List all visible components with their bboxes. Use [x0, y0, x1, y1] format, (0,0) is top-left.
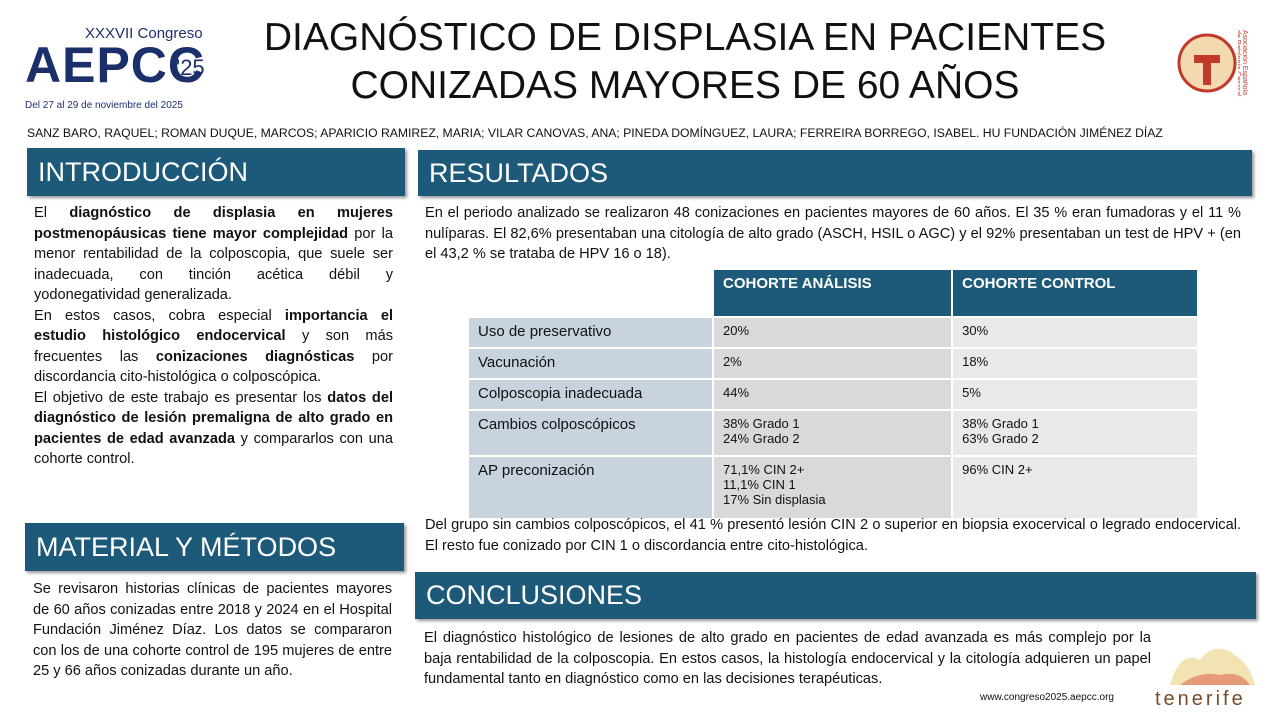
text-run: conizaciones diagnósticas	[155, 348, 355, 365]
authors: SANZ BARO, RAQUEL; ROMAN DUQUE, MARCOS; …	[27, 126, 1163, 140]
cell-line: 24% Grado 2	[723, 431, 800, 446]
row-label: Uso de preservativo	[469, 318, 712, 347]
table-cell: 20%	[714, 318, 952, 347]
cell-line: 30%	[962, 323, 989, 338]
cell-line: 38% Grado 1	[723, 416, 800, 431]
cell-line: 18%	[962, 354, 989, 369]
tenerife-art	[1170, 648, 1255, 685]
row-label: Colposcopia inadecuada	[469, 380, 712, 409]
row-label: Vacunación	[469, 349, 712, 378]
table-cell: 18%	[953, 349, 1197, 378]
row-label: Cambios colposcópicos	[469, 411, 712, 455]
footer-place: tenerife	[1155, 688, 1246, 710]
table-cell: 96% CIN 2+	[953, 457, 1197, 518]
section-heading: CONCLUSIONES	[415, 572, 1256, 619]
header-row: COHORTE ANÁLISIS COHORTE CONTROL	[469, 270, 1197, 316]
table-cell: 44%	[714, 380, 952, 409]
table-cell: 5%	[953, 380, 1197, 409]
logo-edition: XXXVII Congreso	[85, 25, 203, 42]
table-cell: 38% Grado 1 24% Grado 2	[714, 411, 952, 455]
title-line: DIAGNÓSTICO DE DISPLASIA EN PACIENTES	[263, 16, 1107, 59]
table-row: Uso de preservativo 20% 30%	[469, 318, 1197, 347]
cell-line: 96% CIN 2+	[962, 462, 1033, 477]
table-cell: 30%	[953, 318, 1197, 347]
table-row: Cambios colposcópicos 38% Grado 1 24% Grad…	[469, 411, 1197, 455]
cell-line: 44%	[723, 385, 750, 400]
corner	[469, 270, 712, 316]
results-table: COHORTE ANÁLISIS COHORTE CONTROL Uso de pr…	[467, 268, 1199, 520]
section-heading: RESULTADOS	[418, 150, 1252, 196]
table-row: Vacunación 2% 18%	[469, 349, 1197, 378]
section-heading: INTRODUCCIÓN	[27, 148, 405, 196]
results-text: En el periodo analizado se realizaron 48…	[425, 205, 1241, 262]
column-header: COHORTE CONTROL	[953, 270, 1197, 316]
column-header: COHORTE ANÁLISIS	[714, 270, 952, 316]
cell-line: 2%	[723, 354, 742, 369]
footer-url: www.congreso2025.aepcc.org	[980, 692, 1114, 703]
cell-line: 20%	[723, 323, 750, 338]
cell-line: 63% Grado 2	[962, 431, 1039, 446]
society-logo	[1177, 33, 1237, 93]
results-text: Del grupo sin cambios colposcópicos, el …	[425, 517, 1241, 554]
intro-text: El diagnóstico de displasia en mujeres p…	[34, 203, 393, 470]
paragraph: El objetivo de este trabajo es presentar…	[34, 388, 393, 470]
section-heading: MATERIAL Y MÉTODOS	[25, 523, 404, 571]
text-run: por la menor rentabilidad de la colposco…	[34, 225, 394, 304]
cell-line: 71,1% CIN 2+	[723, 462, 805, 477]
text-run: y compararlos con una cohorte control.	[34, 430, 393, 468]
society-name: Asociación Española de Patología Cervica…	[1238, 30, 1248, 97]
title: DIAGNÓSTICO DE DISPLASIA EN PACIENTES CO…	[240, 14, 1130, 110]
text-run: datos del diagnóstico de lesión premalig…	[34, 389, 393, 447]
cell-line: 17% Sin displasia	[723, 492, 826, 507]
text-run: El objetivo de este trabajo es presentar…	[34, 389, 328, 406]
text-run: En estos casos, cobra especial	[34, 307, 285, 324]
title-line: CONIZADAS MAYORES DE 60 AÑOS	[350, 64, 1020, 107]
table-row: Colposcopia inadecuada 44% 5%	[469, 380, 1197, 409]
text-run: y son más frecuentes las	[34, 328, 393, 365]
cell-line: 38% Grado 1	[962, 416, 1039, 431]
paragraph: En estos casos, cobra especial importanc…	[34, 306, 393, 388]
paragraph: El diagnóstico de displasia en mujeres p…	[34, 203, 393, 306]
cell-line: 11,1% CIN 1	[723, 477, 796, 492]
text-run: por discordancia cito-histológica o colp…	[34, 348, 393, 386]
conclusions-text: El diagnóstico histológico de lesiones d…	[424, 630, 1151, 687]
logo-year: '25	[176, 55, 205, 80]
text-run: diagnóstico de displasia en mujeres post…	[34, 205, 394, 242]
logo-dates: Del 27 al 29 de noviembre del 2025	[25, 100, 183, 111]
row-label: AP preconización	[469, 457, 712, 518]
logo-brand: AEPCC	[25, 37, 206, 93]
text-run: importancia el estudio histológico endoc…	[34, 307, 393, 345]
text-run: El	[34, 205, 70, 221]
table-cell: 71,1% CIN 2+ 11,1% CIN 1 17% Sin displasia	[714, 457, 952, 518]
methods-text: Se revisaron historias clínicas de pacie…	[33, 581, 392, 679]
cell-line: 5%	[962, 385, 981, 400]
table-cell: 38% Grado 1 63% Grado 2	[953, 411, 1197, 455]
table-cell: 2%	[714, 349, 952, 378]
